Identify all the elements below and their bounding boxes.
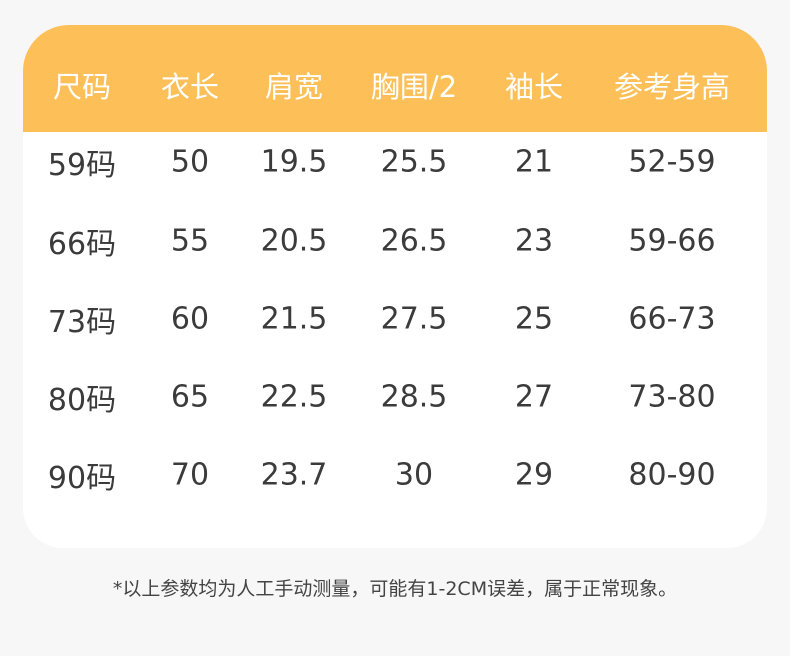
table-cell: 52-59 [628, 144, 716, 180]
table-cell: 73-80 [628, 379, 716, 415]
table-cell: 21 [514, 144, 554, 180]
column-header: 肩宽 [264, 70, 324, 104]
table-cell: 29 [514, 457, 554, 493]
table-cell: 59-66 [628, 223, 716, 259]
table-cell: 22.5 [260, 379, 328, 415]
column-header: 尺码 [52, 70, 112, 104]
table-cell: 27 [514, 379, 554, 415]
measurement-note: *以上参数均为人工手动测量，可能有1-2CM误差，属于正常现象。 [112, 578, 678, 600]
table-cell: 27.5 [380, 301, 448, 337]
table-cell: 19.5 [260, 144, 328, 180]
table-cell: 23.7 [260, 457, 328, 493]
column-header: 胸围/2 [370, 70, 458, 104]
table-cell: 25 [514, 301, 554, 337]
table-header [23, 25, 767, 132]
table-cell: 80码 [47, 383, 117, 418]
table-cell: 65 [170, 379, 210, 415]
table-cell: 30 [394, 457, 434, 493]
column-header: 衣长 [160, 70, 220, 104]
table-cell: 28.5 [380, 379, 448, 415]
table-cell: 80-90 [628, 457, 716, 493]
table-cell: 23 [514, 223, 554, 259]
table-cell: 66码 [47, 227, 117, 262]
size-chart-card: 尺码 衣长 肩宽 胸围/2 袖长 参考身高 59码 50 19.5 25.5 21 52-59 66码 5… [23, 25, 767, 548]
column-header: 参考身高 [613, 70, 731, 104]
table-cell: 20.5 [260, 223, 328, 259]
table-cell: 60 [170, 301, 210, 337]
table-cell: 90码 [47, 461, 117, 496]
column-header: 袖长 [504, 70, 564, 104]
table-cell: 59码 [47, 148, 117, 183]
table-cell: 70 [170, 457, 210, 493]
table-cell: 73码 [47, 305, 117, 340]
table-cell: 26.5 [380, 223, 448, 259]
table-cell: 21.5 [260, 301, 328, 337]
table-cell: 25.5 [380, 144, 448, 180]
table-cell: 66-73 [628, 301, 716, 337]
table-cell: 55 [170, 223, 210, 259]
table-cell: 50 [170, 144, 210, 180]
